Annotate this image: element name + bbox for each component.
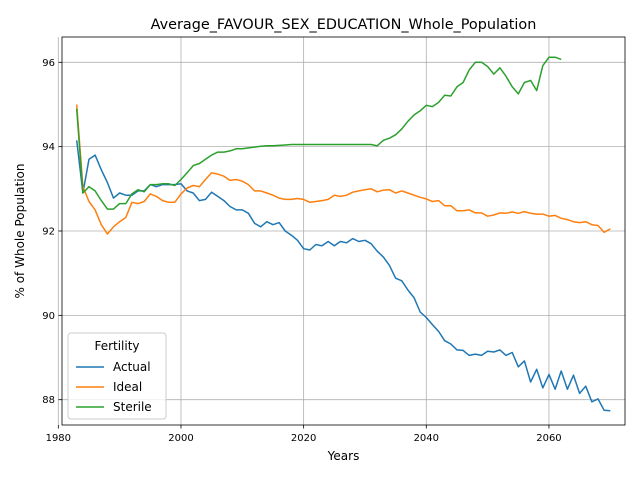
legend-label-sterile: Sterile: [113, 400, 152, 414]
legend-label-ideal: Ideal: [113, 380, 142, 394]
series-line-ideal: [75, 104, 611, 235]
y-axis-label: % of Whole Population: [13, 164, 27, 299]
series-lines: [75, 56, 611, 412]
legend-entries: Actual Ideal Sterile: [76, 360, 152, 414]
series-line-actual: [75, 140, 611, 412]
y-tick-label: 90: [42, 311, 55, 322]
y-tick-label: 96: [42, 58, 55, 69]
legend-title: Fertility: [94, 339, 139, 353]
x-tick-label: 2040: [414, 433, 439, 444]
legend-box: [67, 332, 167, 420]
legend-label-actual: Actual: [113, 360, 151, 374]
x-tick-label: 1980: [46, 433, 71, 444]
x-tick-label: 2020: [291, 433, 316, 444]
legend: Fertility Actual Ideal Sterile: [67, 332, 167, 420]
y-tick-label: 92: [42, 227, 55, 238]
axis-ticks: 1980 2000 2020 2040 2060 88 90 92 94 96: [42, 58, 561, 444]
grid: [57, 37, 625, 425]
y-tick-label: 88: [42, 395, 55, 406]
x-axis-label: Years: [327, 449, 360, 463]
x-tick-label: 2060: [536, 433, 561, 444]
y-tick-label: 94: [42, 142, 55, 153]
chart-title: Average_FAVOUR_SEX_EDUCATION_Whole_Popul…: [151, 17, 537, 33]
x-tick-label: 2000: [168, 433, 193, 444]
series-line-sterile: [75, 56, 562, 210]
